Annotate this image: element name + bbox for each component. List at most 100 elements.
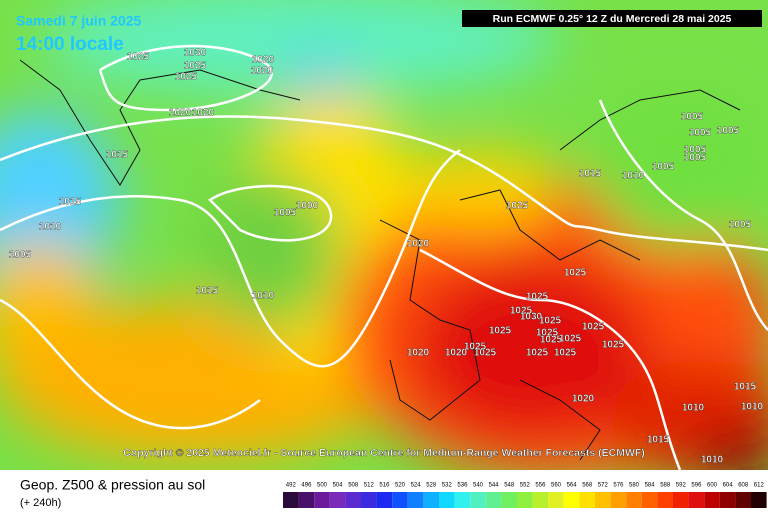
isobar-label: 1010 bbox=[682, 403, 705, 414]
legend-swatch bbox=[454, 492, 471, 508]
isobar-label: 1005 bbox=[729, 220, 752, 231]
isobar-label: 1005 bbox=[717, 126, 740, 137]
isobar-label: 1005 bbox=[684, 145, 707, 156]
isobar-label: 1015 bbox=[196, 286, 219, 297]
legend-swatch bbox=[751, 492, 767, 508]
legend-swatch bbox=[314, 492, 330, 508]
isobar-label: 1025 bbox=[540, 335, 563, 346]
isobar-label: 1020 bbox=[169, 108, 192, 119]
isobar-label: 1010 bbox=[622, 171, 645, 182]
legend-swatch bbox=[407, 492, 424, 508]
isobar-label: 1025 bbox=[526, 348, 549, 359]
legend-label: 568 bbox=[582, 483, 593, 489]
legend-label: 524 bbox=[411, 483, 422, 489]
isobar-label: 1025 bbox=[564, 268, 587, 279]
legend-swatch bbox=[704, 492, 720, 508]
legend-swatch bbox=[610, 492, 627, 508]
legend-label: 564 bbox=[567, 483, 578, 489]
isobar-label: 1025 bbox=[175, 72, 198, 83]
isobar-label: 1015 bbox=[579, 169, 602, 180]
legend-label: 528 bbox=[426, 483, 437, 489]
isobar-label: 1025 bbox=[510, 306, 533, 317]
legend-label: 572 bbox=[598, 483, 609, 489]
isobar-label: 1010 bbox=[741, 402, 764, 413]
legend-swatch bbox=[579, 492, 595, 508]
legend-label: 596 bbox=[691, 483, 702, 489]
isobar-label: 1000 bbox=[296, 201, 319, 212]
legend-swatch bbox=[719, 492, 736, 508]
isobar-label: 1005 bbox=[681, 112, 704, 123]
legend-label: 588 bbox=[660, 483, 671, 489]
legend-swatch bbox=[501, 492, 517, 508]
isobar-label: 1025 bbox=[489, 326, 512, 337]
isobar-label: 1015 bbox=[59, 197, 82, 208]
legend-label: 600 bbox=[707, 483, 718, 489]
legend-label: 492 bbox=[286, 483, 297, 489]
legend-label: 608 bbox=[738, 483, 749, 489]
legend-swatch bbox=[392, 492, 408, 508]
isobar-label: 1005 bbox=[274, 208, 297, 219]
legend-label: 512 bbox=[364, 483, 375, 489]
isobar-label: 1020 bbox=[251, 66, 274, 77]
isobar-label: 1020 bbox=[572, 394, 595, 405]
run-box bbox=[462, 10, 762, 27]
isobar-label: 1025 bbox=[127, 52, 150, 63]
isobar-label: 1005 bbox=[652, 162, 675, 173]
isobar-label: 1015 bbox=[106, 150, 129, 161]
legend-swatch bbox=[329, 492, 346, 508]
time: 14:00 locale bbox=[16, 34, 124, 55]
legend-swatch bbox=[470, 492, 486, 508]
isobar-label: 1025 bbox=[474, 348, 497, 359]
isobar-label: 1025 bbox=[554, 348, 577, 359]
copyright: Copyright © 2025 Meteociel.fr - Source E… bbox=[123, 447, 645, 459]
legend-label: 612 bbox=[754, 483, 765, 489]
isobar-label: 1020 bbox=[192, 108, 215, 119]
isobar-label: 1030 bbox=[184, 48, 207, 59]
legend-label: 520 bbox=[395, 483, 406, 489]
legend-label: 516 bbox=[379, 483, 390, 489]
isobar-label: 1010 bbox=[39, 222, 62, 233]
legend-swatch bbox=[361, 492, 377, 508]
legend-swatch bbox=[485, 492, 502, 508]
legend-label: 540 bbox=[473, 483, 484, 489]
isobar-label: 1015 bbox=[647, 435, 670, 446]
legend-swatch bbox=[439, 492, 455, 508]
isobar-label: 1020 bbox=[252, 55, 275, 66]
isobar-label: 1025 bbox=[559, 334, 582, 345]
legend-label: 508 bbox=[348, 483, 359, 489]
isobar-label: 1025 bbox=[506, 201, 529, 212]
legend-swatch bbox=[517, 492, 533, 508]
legend-swatch bbox=[688, 492, 705, 508]
legend-label: 604 bbox=[723, 483, 734, 489]
legend-swatch bbox=[345, 492, 361, 508]
legend-label: 532 bbox=[442, 483, 453, 489]
isobar-label: 1025 bbox=[536, 328, 559, 339]
legend-swatch bbox=[283, 492, 299, 508]
isobar-label: 1020 bbox=[407, 239, 430, 250]
isobar-label: 1025 bbox=[602, 340, 625, 351]
legend-label: 584 bbox=[645, 483, 656, 489]
footer-lead: (+ 240h) bbox=[20, 497, 61, 509]
field bbox=[0, 0, 768, 470]
legend-label: 496 bbox=[301, 483, 312, 489]
isobar-label: 1025 bbox=[539, 316, 562, 327]
legend-label: 576 bbox=[613, 483, 624, 489]
legend-label: 500 bbox=[317, 483, 328, 489]
date: Samedi 7 juin 2025 bbox=[16, 13, 141, 29]
isobar-label: 1015 bbox=[734, 382, 757, 393]
legend-swatch bbox=[298, 492, 315, 508]
legend-swatch bbox=[735, 492, 751, 508]
legend-swatch bbox=[657, 492, 673, 508]
isobar-label: 1025 bbox=[184, 61, 207, 72]
isobar-label: 1025 bbox=[526, 292, 549, 303]
legend-label: 556 bbox=[535, 483, 546, 489]
legend-label: 560 bbox=[551, 483, 562, 489]
isobar-label: 1010 bbox=[701, 455, 724, 466]
legend-swatch bbox=[532, 492, 549, 508]
legend-swatch bbox=[673, 492, 689, 508]
isobar-label: 1010 bbox=[252, 291, 275, 302]
legend-swatch bbox=[563, 492, 580, 508]
legend-swatch bbox=[423, 492, 439, 508]
isobar-label: 1005 bbox=[684, 153, 707, 164]
